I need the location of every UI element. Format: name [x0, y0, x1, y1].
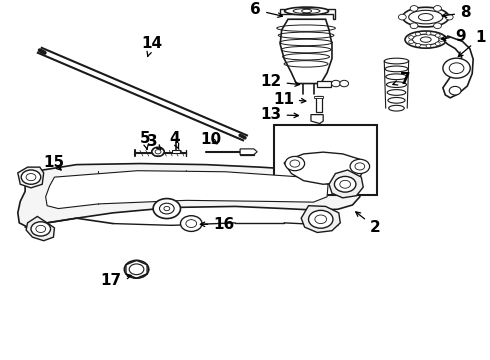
Circle shape	[334, 176, 356, 192]
Ellipse shape	[386, 74, 407, 80]
Circle shape	[180, 216, 202, 231]
Polygon shape	[280, 9, 335, 19]
Circle shape	[129, 264, 144, 275]
Circle shape	[186, 220, 196, 228]
Ellipse shape	[413, 34, 439, 45]
Circle shape	[409, 36, 414, 39]
Ellipse shape	[409, 10, 443, 24]
Text: 15: 15	[43, 156, 64, 170]
Circle shape	[434, 5, 441, 11]
Bar	[172, 150, 179, 153]
Circle shape	[355, 163, 365, 170]
Circle shape	[416, 44, 420, 47]
Circle shape	[449, 63, 464, 73]
Text: 2: 2	[356, 212, 380, 235]
Bar	[316, 96, 322, 112]
Ellipse shape	[385, 66, 408, 72]
Circle shape	[331, 80, 340, 87]
Circle shape	[416, 32, 420, 36]
Circle shape	[443, 58, 470, 78]
Text: 14: 14	[142, 36, 163, 57]
Circle shape	[290, 160, 300, 167]
Circle shape	[164, 206, 170, 211]
Circle shape	[445, 14, 453, 20]
Circle shape	[21, 170, 41, 184]
Text: 9: 9	[441, 28, 465, 44]
Circle shape	[155, 150, 161, 154]
Circle shape	[435, 34, 440, 37]
Circle shape	[26, 174, 36, 181]
Circle shape	[439, 38, 444, 41]
Circle shape	[426, 44, 431, 48]
Polygon shape	[284, 152, 365, 184]
Ellipse shape	[384, 58, 409, 64]
Circle shape	[340, 80, 348, 87]
Circle shape	[124, 260, 149, 278]
Polygon shape	[329, 170, 363, 198]
Polygon shape	[301, 206, 340, 233]
Polygon shape	[240, 149, 257, 155]
Text: 17: 17	[101, 273, 131, 288]
Circle shape	[350, 159, 369, 174]
Ellipse shape	[403, 7, 449, 27]
Circle shape	[153, 199, 180, 219]
Bar	[240, 149, 254, 155]
Ellipse shape	[285, 7, 329, 15]
Text: 13: 13	[261, 107, 298, 122]
Circle shape	[285, 156, 305, 171]
Ellipse shape	[389, 105, 404, 111]
Circle shape	[36, 225, 46, 233]
Polygon shape	[26, 216, 54, 241]
Circle shape	[434, 23, 441, 28]
Circle shape	[398, 14, 406, 20]
Text: 16: 16	[200, 217, 235, 232]
Ellipse shape	[420, 37, 431, 42]
Text: 5: 5	[140, 131, 150, 149]
Text: 6: 6	[250, 3, 282, 17]
Circle shape	[449, 86, 461, 95]
Ellipse shape	[387, 82, 407, 87]
Text: 1: 1	[458, 30, 486, 57]
Text: 12: 12	[260, 74, 299, 89]
Circle shape	[340, 180, 350, 188]
Text: 4: 4	[169, 131, 179, 149]
Circle shape	[315, 215, 327, 224]
Ellipse shape	[405, 31, 446, 48]
Circle shape	[31, 222, 50, 236]
Text: 10: 10	[200, 132, 221, 147]
Text: 8: 8	[442, 5, 470, 20]
Polygon shape	[18, 167, 44, 188]
Text: 7: 7	[393, 72, 410, 87]
Polygon shape	[46, 171, 328, 208]
Polygon shape	[443, 36, 473, 98]
Polygon shape	[280, 19, 332, 84]
Text: 3: 3	[147, 134, 161, 149]
Circle shape	[410, 5, 418, 11]
Circle shape	[426, 31, 431, 35]
Bar	[318, 81, 331, 87]
Circle shape	[159, 203, 174, 214]
Ellipse shape	[293, 9, 320, 14]
Polygon shape	[311, 114, 323, 123]
Circle shape	[309, 210, 333, 228]
Polygon shape	[18, 163, 361, 227]
Bar	[315, 96, 323, 98]
Text: 11: 11	[273, 92, 306, 107]
Circle shape	[409, 40, 414, 44]
Ellipse shape	[418, 14, 433, 21]
Circle shape	[152, 147, 164, 156]
Ellipse shape	[388, 98, 405, 103]
Circle shape	[410, 23, 418, 28]
Ellipse shape	[387, 90, 406, 95]
Circle shape	[435, 42, 440, 45]
Bar	[274, 125, 377, 195]
Ellipse shape	[302, 9, 312, 13]
